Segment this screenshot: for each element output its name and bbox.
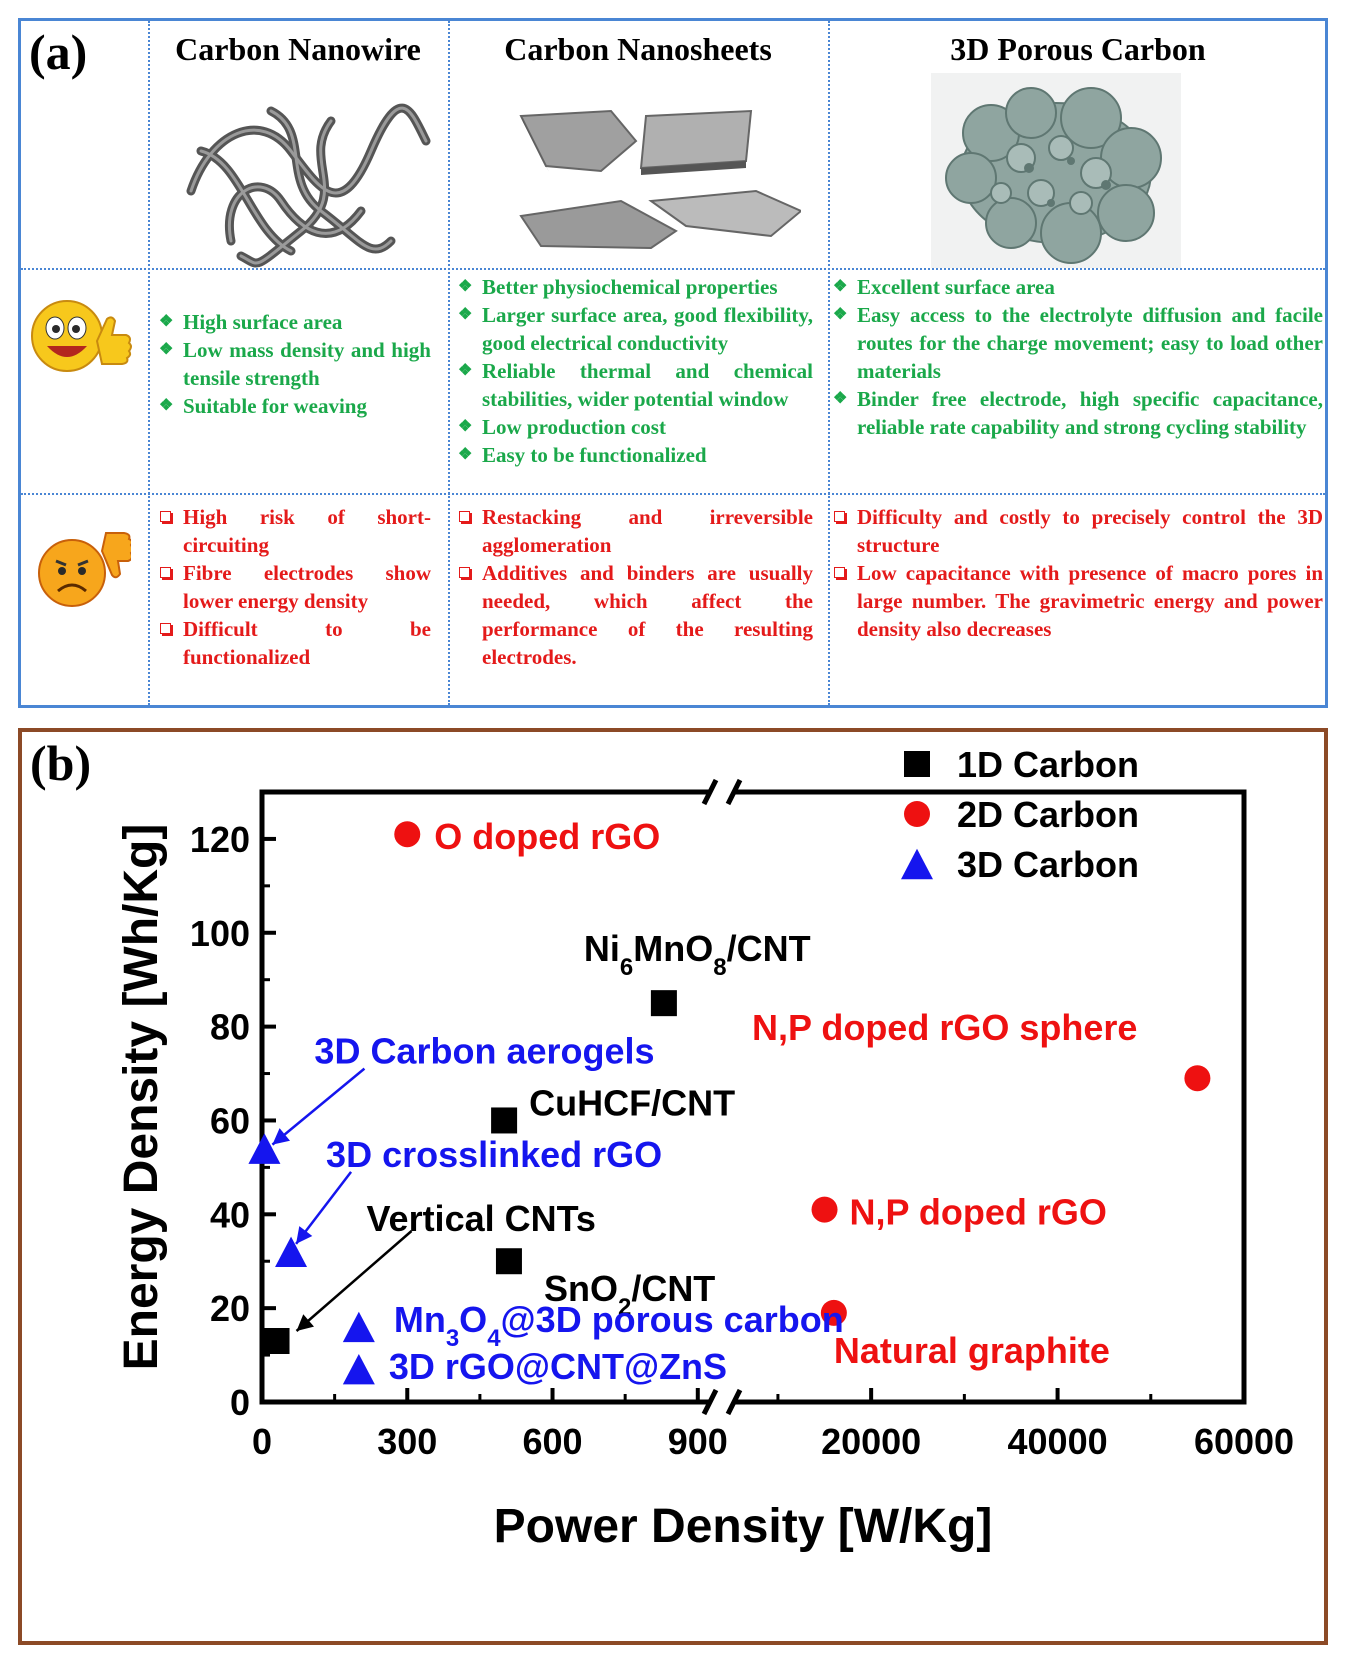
energy-power-chart-panel: (b) 0 20 40 60 80 100 120 0 300 600 900 20000 40000 6… bbox=[18, 728, 1328, 1645]
data-point-label: O doped rGO bbox=[434, 816, 660, 857]
x-tick-label: 40000 bbox=[1008, 1421, 1108, 1462]
y-tick-label: 120 bbox=[190, 819, 250, 860]
panel-a-label: (a) bbox=[29, 24, 88, 80]
y-tick-label: 80 bbox=[210, 1007, 250, 1048]
data-point-label: Ni6MnO8/CNT bbox=[584, 928, 811, 981]
data-point bbox=[263, 1328, 290, 1354]
legend-marker bbox=[901, 848, 933, 880]
list-item: Better physiochemical properties bbox=[458, 273, 813, 301]
y-tick-label: 100 bbox=[190, 913, 250, 954]
annotation-arrowhead bbox=[296, 1314, 314, 1331]
list-item: Excellent surface area bbox=[833, 273, 1323, 301]
column-title-nanosheets: Carbon Nanosheets bbox=[504, 31, 772, 67]
data-point-label: N,P doped rGO bbox=[850, 1192, 1107, 1233]
legend-label: 2D Carbon bbox=[957, 794, 1139, 835]
annotation-arrow bbox=[271, 1067, 366, 1146]
list-item: Fibre electrodes show lower energy densi… bbox=[159, 559, 431, 615]
y-tick-label: 0 bbox=[230, 1382, 250, 1423]
panel-b-label: (b) bbox=[30, 735, 92, 791]
list-item: Easy to be functionalized bbox=[458, 441, 813, 469]
axis-break-mark bbox=[725, 1388, 743, 1416]
axis-break-mark bbox=[701, 778, 719, 806]
list-item: High surface area bbox=[159, 308, 431, 336]
data-point bbox=[1184, 1065, 1211, 1092]
carbon-nanowire-illustration bbox=[186, 103, 431, 268]
happy-thumbs-up-icon bbox=[31, 300, 132, 372]
list-item: Reliable thermal and chemical stabilitie… bbox=[458, 357, 813, 413]
nanosheets-pros-list: Better physiochemical properties Larger … bbox=[458, 273, 813, 469]
data-point bbox=[342, 1353, 375, 1385]
legend-label: 3D Carbon bbox=[957, 844, 1139, 885]
list-item: Additives and binders are usually needed… bbox=[458, 559, 813, 671]
data-point bbox=[820, 1299, 847, 1326]
list-item: Difficulty and costly to precisely contr… bbox=[833, 503, 1323, 559]
data-point-label: 3D rGO@CNT@ZnS bbox=[389, 1346, 727, 1387]
list-item: Difficult to be functionalized bbox=[159, 615, 431, 671]
axis-break-mark bbox=[701, 1388, 719, 1416]
nanowire-cons-list: High risk of short-circuiting Fibre elec… bbox=[159, 503, 431, 671]
annotation-arrowhead bbox=[296, 1226, 313, 1244]
data-point-label: N,P doped rGO sphere bbox=[752, 1007, 1137, 1048]
y-tick-label: 20 bbox=[210, 1288, 250, 1329]
data-point bbox=[248, 1133, 281, 1164]
data-point bbox=[811, 1196, 838, 1223]
x-axis-title: Power Density [W/Kg] bbox=[494, 1500, 993, 1553]
data-point-label: Mn3O4@3D porous carbon bbox=[394, 1299, 844, 1352]
list-item: Binder free electrode, high specific cap… bbox=[833, 385, 1323, 441]
data-point-label: Natural graphite bbox=[834, 1330, 1110, 1371]
x-tick-label: 900 bbox=[668, 1421, 728, 1462]
row-divider bbox=[21, 493, 1325, 495]
porous-carbon-illustration bbox=[931, 73, 1181, 268]
annotation-arrow bbox=[295, 1230, 413, 1332]
porous-cons-list: Difficulty and costly to precisely contr… bbox=[833, 503, 1323, 643]
x-tick-label: 0 bbox=[252, 1421, 272, 1462]
list-item: Easy access to the electrolyte diffusion… bbox=[833, 301, 1323, 385]
y-tick-label: 60 bbox=[210, 1100, 250, 1141]
data-point bbox=[394, 821, 421, 848]
nanowire-pros-list: High surface area Low mass density and h… bbox=[159, 308, 431, 420]
x-tick-label: 300 bbox=[377, 1421, 437, 1462]
list-item: Low production cost bbox=[458, 413, 813, 441]
x-tick-label: 20000 bbox=[821, 1421, 921, 1462]
data-point bbox=[491, 1107, 518, 1134]
carbon-nanosheets-illustration bbox=[519, 109, 801, 250]
data-point bbox=[650, 990, 677, 1017]
column-divider bbox=[448, 21, 450, 705]
list-item: Low mass density and high tensile streng… bbox=[159, 336, 431, 392]
nanosheets-cons-list: Restacking and irreversible agglomeratio… bbox=[458, 503, 813, 671]
list-item: Larger surface area, good flexibility, g… bbox=[458, 301, 813, 357]
list-item: Suitable for weaving bbox=[159, 392, 431, 420]
data-point-label: CuHCF/CNT bbox=[529, 1082, 735, 1123]
data-point-label: SnO2/CNT bbox=[544, 1268, 715, 1321]
list-item: Restacking and irreversible agglomeratio… bbox=[458, 503, 813, 559]
annotation-arrowhead bbox=[272, 1128, 290, 1145]
data-point-label: Vertical CNTs bbox=[367, 1198, 596, 1239]
plot-frame bbox=[259, 789, 1247, 1405]
list-item: High risk of short-circuiting bbox=[159, 503, 431, 559]
column-divider bbox=[828, 21, 830, 705]
column-title-porous: 3D Porous Carbon bbox=[950, 31, 1206, 67]
sad-thumbs-down-icon bbox=[38, 532, 131, 607]
data-point bbox=[342, 1311, 375, 1343]
porous-pros-list: Excellent surface area Easy access to th… bbox=[833, 273, 1323, 441]
axis-break-mark bbox=[725, 778, 743, 806]
data-point-label: 3D Carbon aerogels bbox=[314, 1031, 654, 1072]
legend-marker bbox=[904, 751, 930, 777]
data-point bbox=[275, 1236, 308, 1268]
x-tick-label: 600 bbox=[522, 1421, 582, 1462]
column-divider bbox=[148, 21, 150, 705]
y-tick-label: 40 bbox=[210, 1194, 250, 1235]
data-point bbox=[495, 1248, 522, 1275]
y-axis-title: Energy Density [Wh/Kg] bbox=[115, 824, 168, 1371]
legend-marker bbox=[904, 801, 930, 827]
comparison-table: (a) Carbon Nanowire Carbon Nanosheets 3D… bbox=[18, 18, 1328, 708]
x-tick-label: 60000 bbox=[1194, 1421, 1294, 1462]
column-title-nanowire: Carbon Nanowire bbox=[175, 31, 421, 67]
row-divider bbox=[21, 268, 1325, 270]
legend-label: 1D Carbon bbox=[957, 744, 1139, 785]
list-item: Low capacitance with presence of macro p… bbox=[833, 559, 1323, 643]
data-point-label: 3D crosslinked rGO bbox=[326, 1134, 662, 1175]
scatter-chart: 0 20 40 60 80 100 120 0 300 600 900 20000 40000 60000… bbox=[115, 744, 1294, 1553]
